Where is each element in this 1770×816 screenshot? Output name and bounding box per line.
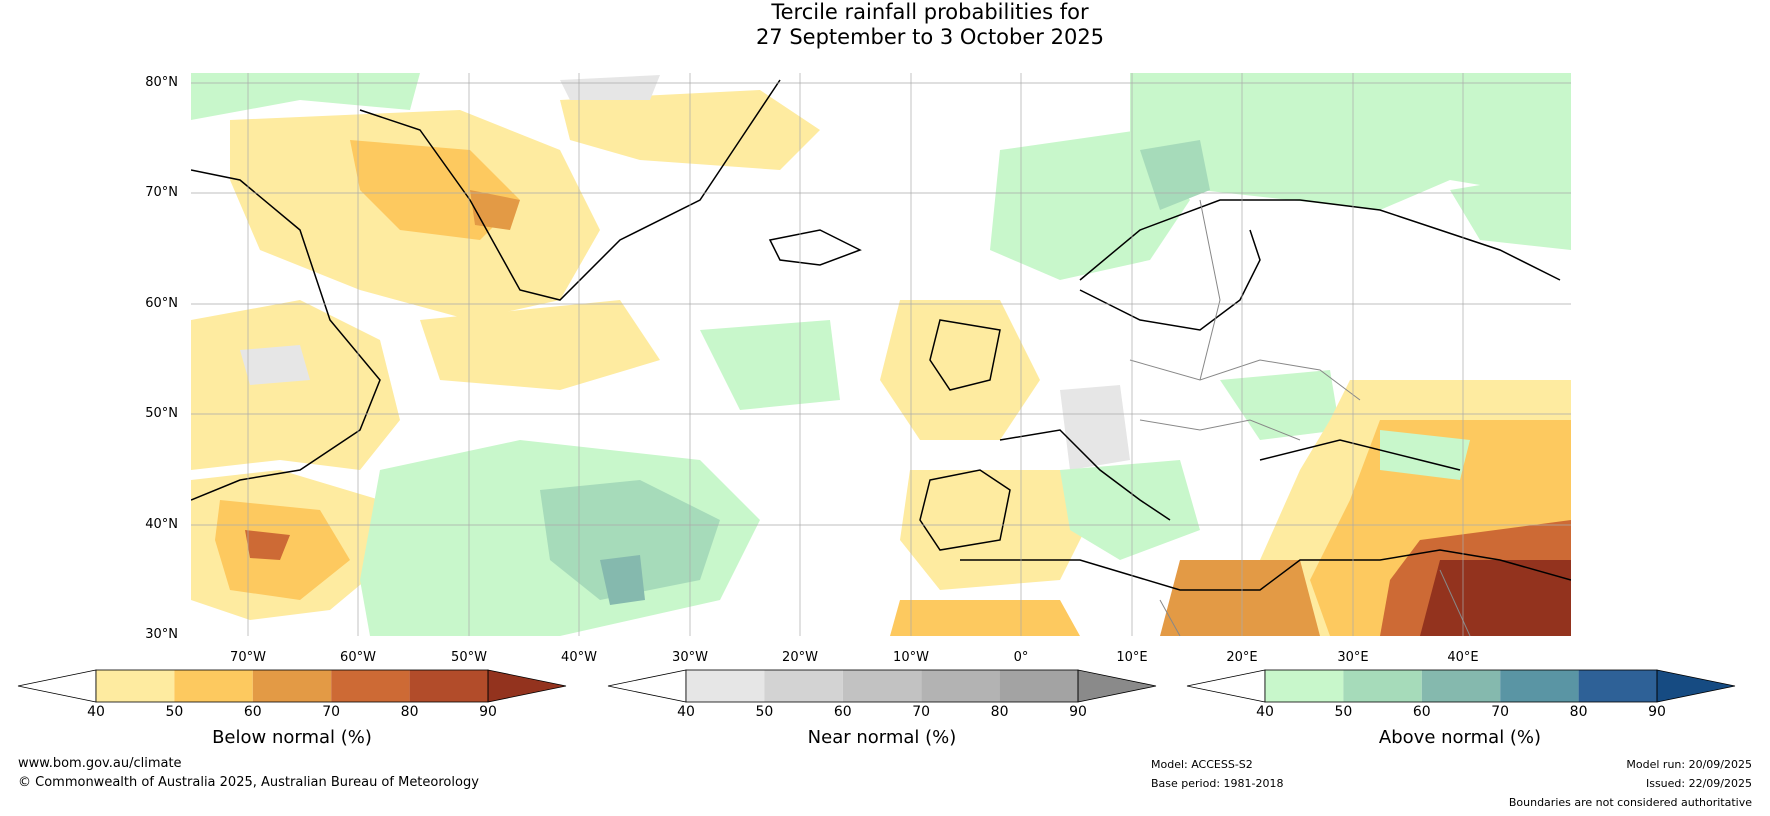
lon-label: 20°W <box>782 650 818 665</box>
colorbar-tick-label: 50 <box>165 704 184 720</box>
colorbar-tick-label: 40 <box>87 704 105 720</box>
colorbar-segment <box>1500 670 1579 702</box>
lon-label: 70°W <box>230 650 266 665</box>
lat-label: 60°N <box>145 296 178 311</box>
title-line-1: Tercile rainfall probabilities for <box>771 0 1089 24</box>
lat-label: 70°N <box>145 185 178 200</box>
colorbar-segment <box>1421 670 1501 702</box>
colorbar-tick-label: 40 <box>1256 704 1274 720</box>
copyright: © Commonwealth of Australia 2025, Austra… <box>18 775 479 790</box>
colorbar-segment <box>686 670 765 702</box>
issued-date: Issued: 22/09/2025 <box>1645 777 1752 790</box>
colorbar-above-normal <box>1186 669 1736 703</box>
lon-label: 40°W <box>561 650 597 665</box>
colorbar-segment <box>842 670 922 702</box>
colorbar-below-normal <box>17 669 567 703</box>
colorbar-segment <box>764 670 843 702</box>
colorbar-outline <box>1264 669 1658 703</box>
map-field <box>191 73 1571 636</box>
lon-label: 10°E <box>1116 650 1148 665</box>
colorbar-segment <box>331 670 410 702</box>
colorbar-segment <box>1343 670 1422 702</box>
model-info: Model: ACCESS-S2 <box>1151 758 1253 771</box>
colorbar-extend-low <box>607 669 687 703</box>
colorbar-extend-high <box>487 669 567 703</box>
colorbar-tick-label: 80 <box>990 704 1009 720</box>
colorbar-segment <box>1265 670 1344 702</box>
colorbar-extend-high <box>1656 669 1736 703</box>
colorbar-segment <box>174 670 253 702</box>
lon-label: 50°W <box>451 650 487 665</box>
lon-label: 40°E <box>1447 650 1479 665</box>
disclaimer: Boundaries are not considered authoritat… <box>1508 796 1752 809</box>
lat-label: 50°N <box>145 406 178 421</box>
colorbar-title-below: Below normal (%) <box>212 727 372 748</box>
lon-label: 0° <box>1013 650 1029 665</box>
colorbar-segment <box>252 670 332 702</box>
colorbar-outline <box>95 669 489 703</box>
lon-label: 30°W <box>672 650 708 665</box>
lon-label: 30°E <box>1337 650 1369 665</box>
colorbars <box>17 669 1736 703</box>
base-period: Base period: 1981-2018 <box>1151 777 1284 790</box>
graticule <box>191 73 1571 636</box>
lon-label: 60°W <box>340 650 376 665</box>
lat-label: 80°N <box>145 75 178 90</box>
colorbar-tick-label: 70 <box>1491 704 1510 720</box>
colorbar-tick-label: 90 <box>479 704 497 720</box>
colorbar-tick-label: 50 <box>1334 704 1353 720</box>
colorbar-title-near: Near normal (%) <box>807 727 957 748</box>
colorbar-tick-label: 70 <box>322 704 341 720</box>
colorbar-outline <box>685 669 1079 703</box>
colorbar-near-normal <box>607 669 1157 703</box>
colorbar-segment <box>96 670 175 702</box>
colorbar-title-above: Above normal (%) <box>1378 727 1542 748</box>
colorbar-tick-label: 90 <box>1648 704 1666 720</box>
colorbar-segment <box>999 670 1078 702</box>
colorbar-tick-label: 40 <box>677 704 695 720</box>
coastlines <box>191 79 1571 591</box>
colorbar-tick-label: 80 <box>1569 704 1588 720</box>
colorbar-tick-label: 60 <box>833 704 852 720</box>
country-borders <box>1129 199 1471 636</box>
title-line-2: 27 September to 3 October 2025 <box>755 25 1105 49</box>
colorbar-tick-label: 80 <box>400 704 419 720</box>
colorbar-tick-label: 90 <box>1069 704 1087 720</box>
colorbar-extend-low <box>17 669 97 703</box>
model-run: Model run: 20/09/2025 <box>1626 758 1752 771</box>
website-link[interactable]: www.bom.gov.au/climate <box>18 756 182 771</box>
lon-label: 10°W <box>893 650 929 665</box>
colorbar-tick-label: 60 <box>1412 704 1431 720</box>
colorbar-tick-label: 50 <box>755 704 774 720</box>
colorbar-extend-high <box>1077 669 1157 703</box>
colorbar-extend-low <box>1186 669 1266 703</box>
colorbar-tick-label: 60 <box>243 704 262 720</box>
lat-label: 30°N <box>145 627 178 642</box>
chart-title: Tercile rainfall probabilities for 27 Se… <box>0 0 1770 50</box>
lon-label: 20°E <box>1226 650 1258 665</box>
colorbar-tick-label: 70 <box>912 704 931 720</box>
colorbar-segment <box>921 670 1000 702</box>
colorbar-segment <box>1578 670 1657 702</box>
colorbar-segment <box>409 670 488 702</box>
lat-label: 40°N <box>145 517 178 532</box>
